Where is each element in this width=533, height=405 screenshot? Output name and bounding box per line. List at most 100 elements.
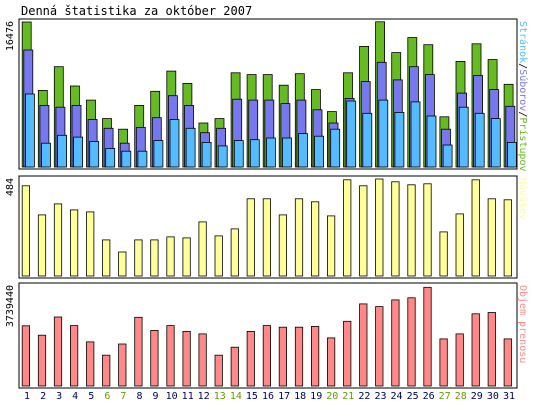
bar-pages-day-2 [41,142,51,168]
bar-visits-day-1 [21,185,31,277]
legend-item-traffic-4: Prístupov [517,117,529,171]
max-value-label-traffic: 16476 [5,21,16,51]
bar-pages-day-1 [24,93,35,168]
day-label-24: 24 [390,391,402,402]
day-label-31: 31 [503,391,515,402]
bar-pages-day-13 [217,145,228,168]
bar-visits-day-29 [471,179,480,277]
bar-volume-day-17 [278,326,288,387]
legend-traffic: Stránok/Súborov/Prístupov [517,21,529,172]
bar-volume-day-15 [246,330,255,387]
day-label-6: 6 [104,391,110,402]
legend-item-traffic-1: / [517,63,528,69]
bar-volume-day-30 [487,312,496,387]
legend-visits: Návštev [517,178,529,220]
bar-pages-day-19 [314,135,325,168]
bar-volume-day-31 [503,338,512,387]
bar-pages-day-5 [89,141,100,168]
bar-visits-day-28 [455,213,464,277]
day-label-2: 2 [40,391,46,402]
bar-pages-day-23 [378,99,389,168]
bar-volume-day-10 [166,325,175,387]
bar-pages-day-25 [410,101,421,168]
bar-pages-day-8 [137,150,148,168]
bar-visits-day-22 [359,185,368,277]
bar-visits-day-9 [150,239,159,277]
chart-title: Denná štatistika za október 2007 [21,4,252,18]
bar-pages-day-7 [121,150,132,168]
bar-volume-day-1 [21,325,31,387]
bar-pages-day-24 [394,112,405,168]
bar-visits-day-6 [102,239,111,277]
day-label-27: 27 [439,391,451,402]
bar-pages-day-9 [153,140,164,168]
bar-visits-day-20 [326,215,336,277]
legend-volume: Objem prenosu [517,285,528,363]
bar-visits-day-11 [182,237,191,277]
bar-visits-day-18 [294,198,304,277]
bar-pages-day-27 [442,144,453,168]
day-label-5: 5 [88,391,94,402]
bar-visits-day-26 [423,183,432,277]
day-label-8: 8 [136,391,142,402]
bar-volume-day-8 [134,316,143,387]
bar-pages-day-21 [346,100,357,168]
bar-volume-day-27 [439,338,448,387]
bar-pages-day-10 [169,119,180,168]
bar-pages-day-20 [330,128,341,168]
bar-volume-day-2 [37,334,47,387]
bar-pages-day-31 [506,141,517,168]
bar-pages-day-11 [185,127,196,168]
day-label-20: 20 [326,391,338,402]
bar-volume-day-19 [310,325,320,387]
bar-pages-day-4 [73,136,83,168]
day-label-12: 12 [198,391,210,402]
bar-visits-day-24 [391,181,400,277]
bar-visits-day-15 [246,198,255,277]
bar-visits-day-5 [86,211,95,277]
bar-visits-day-2 [37,214,47,277]
day-label-11: 11 [182,391,194,402]
bar-visits-day-23 [375,178,384,277]
bar-volume-day-16 [262,325,272,387]
day-axis-labels: 1 2 3 4 5 6 7 8 9 10 11 12 13 14 15 16 17 18 19 20 21 22 23 24 2… [24,391,515,402]
bar-pages-day-22 [362,112,373,168]
day-label-16: 16 [262,391,274,402]
bar-visits-day-14 [230,228,239,277]
bar-volume-day-6 [102,354,111,387]
day-label-10: 10 [166,391,178,402]
bar-volume-day-21 [343,320,352,387]
panel-volume: 3739440 Objem prenosu [5,282,528,389]
legend-item-traffic-0: Stránok [517,21,529,63]
bar-volume-day-18 [294,326,304,387]
bar-pages-day-30 [490,118,501,168]
bar-volume-day-24 [391,299,400,387]
bar-visits-day-31 [503,199,512,277]
bar-volume-day-9 [150,329,159,387]
day-label-7: 7 [120,391,126,402]
bar-visits-day-13 [214,235,223,277]
day-label-1: 1 [24,391,30,402]
bar-volume-day-20 [326,337,336,387]
bar-visits-day-19 [310,201,320,277]
bar-volume-day-3 [53,316,63,387]
bar-visits-day-27 [439,231,448,277]
day-label-22: 22 [358,391,370,402]
day-label-15: 15 [246,391,258,402]
bar-volume-day-7 [118,343,127,387]
bar-volume-day-29 [471,313,480,387]
legend-item-volume-0: Objem prenosu [517,285,528,363]
day-label-23: 23 [374,391,386,402]
bar-visits-day-21 [343,179,352,277]
bar-volume-day-23 [375,306,384,387]
legend-item-traffic-3: / [517,111,528,117]
day-label-9: 9 [152,391,158,402]
bar-pages-day-6 [105,148,116,168]
day-label-4: 4 [72,391,78,402]
bar-volume-day-14 [230,346,239,387]
panel-traffic: 16476 Stránok/Súborov/Prístupov [5,18,529,172]
bar-visits-day-10 [166,236,175,277]
bar-pages-day-18 [298,133,308,168]
legend-item-traffic-2: Súborov [517,69,529,111]
